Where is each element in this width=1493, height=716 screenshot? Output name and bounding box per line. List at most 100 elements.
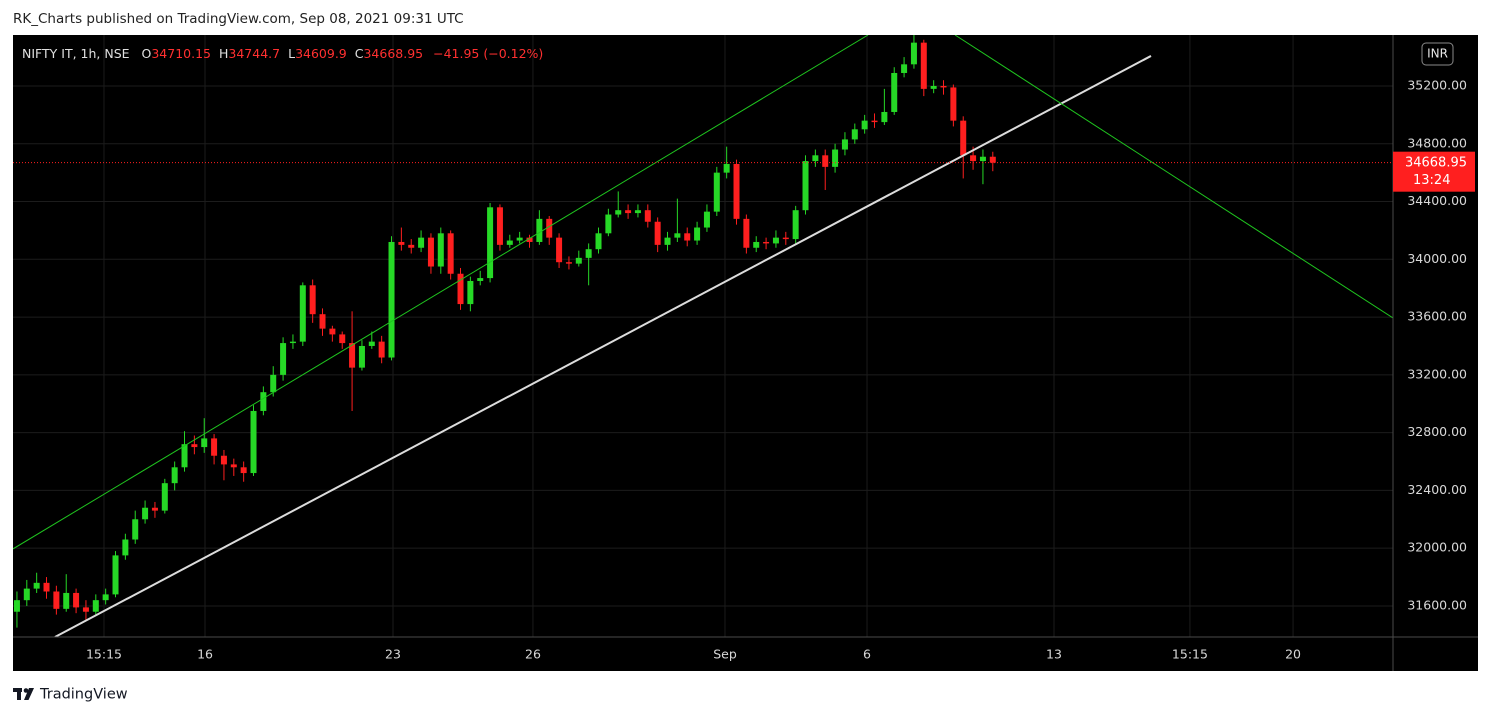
candle-body — [447, 233, 454, 274]
candle-body — [575, 257, 582, 264]
candle-body — [260, 392, 267, 411]
candle-body — [605, 214, 612, 234]
candle-body — [358, 345, 365, 368]
candle-body — [832, 149, 839, 167]
candle-body — [43, 582, 50, 592]
candle-body — [92, 600, 99, 612]
y-tick-label: 34400.00 — [1407, 193, 1467, 208]
candle-body — [250, 410, 257, 474]
candle-body — [13, 600, 20, 612]
candle-body — [23, 588, 30, 601]
candle-body — [191, 444, 198, 448]
candle-body — [201, 438, 208, 448]
candle-body — [989, 156, 996, 163]
logo-part — [17, 688, 21, 700]
brand-name: TradingView — [39, 687, 128, 703]
y-tick-label: 34000.00 — [1407, 251, 1467, 266]
candle-body — [437, 233, 444, 267]
x-tick-label: 13 — [1046, 647, 1062, 662]
candle-body — [171, 467, 178, 484]
candle-body — [536, 218, 543, 242]
candle-body — [181, 444, 188, 468]
y-tick-label: 35200.00 — [1407, 77, 1467, 92]
candle-body — [427, 237, 434, 267]
candle-body — [230, 464, 237, 468]
candle-body — [349, 343, 356, 368]
candle-body — [940, 85, 947, 88]
candle-body — [408, 244, 415, 248]
candle-body — [615, 210, 622, 215]
change: −41.95 (−0.12%) — [433, 46, 543, 61]
candle-body — [684, 233, 691, 241]
x-tick-label: Sep — [713, 647, 737, 662]
close-label: C — [355, 46, 364, 61]
candle-body — [329, 328, 336, 335]
y-tick-label: 32000.00 — [1407, 540, 1467, 555]
y-tick-label: 33600.00 — [1407, 309, 1467, 324]
axes: 31600.00 32000.00 32400.00 32800.00 33200.00… — [86, 77, 1467, 661]
candle-body — [398, 241, 405, 245]
candle-body — [703, 211, 710, 228]
close-value: 34668.95 — [363, 46, 423, 61]
chart-background — [13, 35, 1478, 671]
symbol-title: NIFTY IT, 1h, NSE — [22, 46, 130, 61]
candle-body — [841, 139, 848, 150]
candle-body — [556, 237, 563, 263]
candle-body — [881, 111, 888, 123]
candle-body — [457, 273, 464, 305]
candle-body — [585, 249, 592, 258]
low-label: L — [288, 46, 295, 61]
candle-body — [309, 285, 316, 315]
candle-body — [63, 592, 70, 609]
x-tick-label: 26 — [525, 647, 541, 662]
candle-body — [782, 237, 789, 240]
x-tick-label: 16 — [197, 647, 213, 662]
candle-body — [595, 233, 602, 250]
candle-body — [289, 341, 296, 344]
candle-body — [743, 218, 750, 248]
y-tick-label: 32400.00 — [1407, 482, 1467, 497]
candle-body — [901, 64, 908, 73]
y-tick-label: 34800.00 — [1407, 135, 1467, 150]
candle-body — [812, 155, 819, 162]
countdown-label: 13:24 — [1413, 173, 1450, 188]
candle-body — [211, 438, 218, 456]
y-tick-label: 32800.00 — [1407, 424, 1467, 439]
candle-body — [142, 507, 149, 520]
candle-body — [220, 455, 227, 465]
candle-body — [861, 120, 868, 130]
candle-body — [467, 280, 474, 305]
candle-body — [73, 592, 80, 608]
candle-body — [694, 227, 701, 241]
candle-body — [161, 483, 168, 511]
candle-body — [713, 172, 720, 212]
candle-body — [565, 262, 572, 264]
y-tick-label: 33200.00 — [1407, 366, 1467, 381]
candle-body — [802, 161, 809, 211]
trend-line — [54, 55, 1152, 637]
candle-body — [634, 210, 641, 214]
candle-body — [546, 218, 553, 238]
candle-body — [526, 237, 533, 242]
candle-body — [506, 240, 513, 245]
x-tick-label: 15:15 — [86, 647, 122, 662]
x-tick-label: 23 — [385, 647, 401, 662]
candle-body — [960, 120, 967, 156]
currency-button[interactable] — [1421, 42, 1454, 66]
high-label: H — [219, 46, 228, 61]
candle-body — [388, 241, 395, 358]
candle-body — [723, 163, 730, 173]
candle-body — [674, 233, 681, 238]
candle-body — [53, 591, 60, 609]
open-value: 34710.15 — [151, 46, 211, 61]
candle-body — [151, 507, 158, 511]
candle-body — [240, 467, 247, 474]
candle-body — [644, 210, 651, 222]
candle-body — [851, 129, 858, 140]
candle-body — [871, 120, 878, 123]
trend-line — [13, 35, 869, 550]
plot-area — [13, 35, 1393, 637]
last-price-label: 34668.95 — [1405, 156, 1467, 171]
candle-body — [378, 341, 385, 358]
